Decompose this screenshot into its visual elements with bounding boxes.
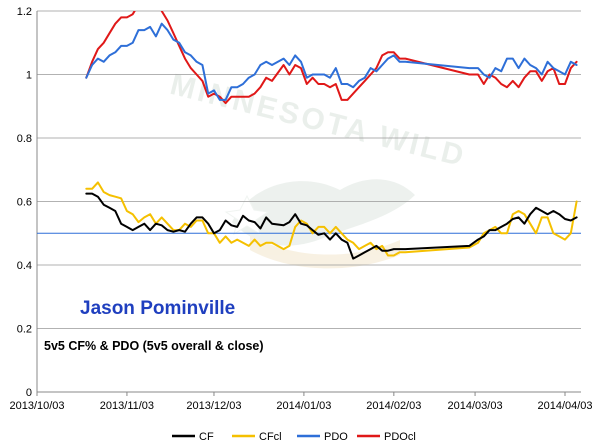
x-tick-label: 2013/10/03 — [9, 400, 64, 412]
x-tick-label: 2014/04/03 — [537, 400, 592, 412]
y-tick-label: 0.4 — [17, 260, 32, 272]
y-tick-labels: 0 0.2 0.4 0.6 0.8 1 1.2 — [17, 6, 32, 399]
x-tick-labels: 2013/10/03 2013/11/03 2013/12/03 2014/01/03… — [9, 392, 593, 412]
legend: CF CFcl PDO PDOcl — [172, 431, 416, 443]
legend-label-cfcl: CFcl — [259, 431, 282, 443]
y-tick-label: 0.6 — [17, 197, 32, 209]
legend-label-cf: CF — [199, 431, 214, 443]
axes — [36, 11, 581, 393]
chart-subtitle: 5v5 CF% & PDO (5v5 overall & close) — [44, 339, 264, 353]
x-tick-label: 2014/03/03 — [448, 400, 503, 412]
gridlines — [37, 10, 581, 393]
series-line-cf — [85, 192, 578, 260]
x-tick-label: 2013/11/03 — [100, 400, 154, 412]
watermark-logo: MINNESOTA WILD — [167, 68, 470, 269]
x-tick-label: 2014/02/03 — [366, 400, 421, 412]
legend-label-pdocl: PDOcl — [384, 431, 416, 443]
x-tick-label: 2013/12/03 — [186, 400, 241, 412]
y-tick-label: 0.2 — [17, 324, 32, 336]
legend-label-pdo: PDO — [324, 431, 348, 443]
series-line-pdo — [85, 22, 578, 101]
y-tick-label: 1.2 — [17, 6, 32, 18]
x-tick-label: 2014/01/03 — [276, 400, 331, 412]
series-line-cfcl — [85, 181, 578, 257]
y-tick-label: 0 — [26, 387, 32, 399]
y-tick-label: 1 — [26, 70, 32, 82]
y-tick-label: 0.8 — [17, 133, 32, 145]
series-group — [85, 11, 578, 260]
series-line-pdocl — [85, 11, 578, 105]
chart-title: Jason Pominville — [80, 298, 235, 319]
